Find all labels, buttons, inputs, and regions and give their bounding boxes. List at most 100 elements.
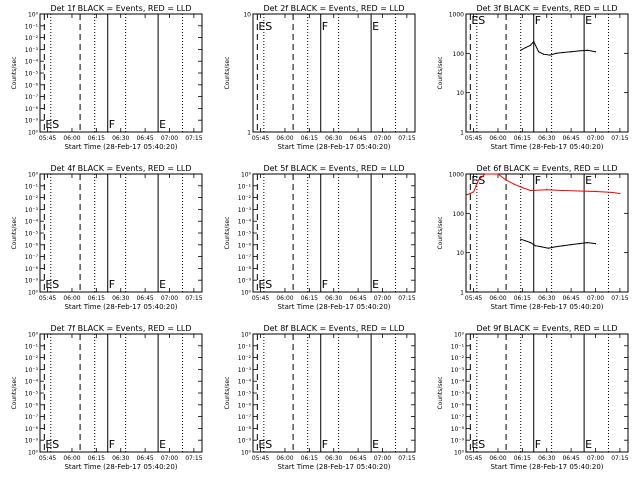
y-tick-label: 10⁻⁹: [451, 438, 465, 445]
x-tick-label: 07:15: [611, 295, 628, 302]
x-tick-label: 06:45: [349, 135, 366, 142]
data-point: [542, 53, 545, 55]
y-tick-label: 10⁰: [28, 290, 39, 297]
data-point: [466, 193, 468, 196]
data-point: [578, 50, 580, 52]
x-tick-label: 06:15: [514, 295, 531, 302]
x-tick-label: 05:45: [252, 455, 269, 462]
panel-det-3f: Det 3f BLACK = Events, RED = LLD Counts/s…: [437, 4, 629, 151]
x-tick-label: 07:15: [185, 135, 202, 142]
y-tick-label: 10⁻²: [25, 35, 39, 42]
x-tick-label: 06:30: [112, 135, 129, 142]
data-point: [538, 51, 540, 53]
x-tick-label: 07:00: [161, 135, 178, 142]
x-tick-label: 06:00: [489, 135, 506, 142]
x-tick-label: 06:15: [301, 135, 318, 142]
y-tick-label: 1: [460, 290, 464, 297]
y-tick-label: 10⁻⁵: [25, 231, 39, 238]
x-tick-label: 06:15: [514, 455, 531, 462]
x-tick-label: 07:15: [185, 455, 202, 462]
data-point: [472, 191, 475, 193]
x-tick-label: 06:30: [538, 295, 555, 302]
x-tick-label: 07:15: [398, 295, 415, 302]
y-tick-label: 10⁻²: [25, 195, 39, 202]
y-tick-label: 10: [456, 90, 464, 97]
marker-label-e: E: [159, 118, 166, 131]
x-tick-label: 06:15: [514, 135, 531, 142]
y-tick-label: 10⁻⁹: [238, 438, 252, 445]
y-tick-label: 10⁻⁶: [25, 82, 39, 89]
marker-label-f: F: [322, 438, 328, 451]
panel-det-8f: Det 8f BLACK = Events, RED = LLD Counts/s…: [224, 324, 416, 471]
x-tick-label: 06:45: [136, 455, 153, 462]
y-tick-label: 10⁻¹: [25, 23, 39, 30]
x-tick-label: 06:15: [88, 455, 105, 462]
panel-title: Det 8f BLACK = Events, RED = LLD: [263, 324, 404, 333]
x-tick-label: 06:30: [538, 455, 555, 462]
y-tick-label: 10⁻¹: [451, 343, 465, 350]
y-tick-label: 10⁻²: [238, 355, 252, 362]
y-tick-label: 10⁻⁵: [25, 71, 39, 78]
y-tick-label: 100: [453, 51, 465, 58]
marker-label-es: ES: [258, 438, 272, 451]
x-tick-label: 06:00: [276, 135, 293, 142]
data-point: [554, 246, 556, 248]
x-axis-label: Start Time (28-Feb-17 05:40:20): [490, 143, 603, 151]
y-tick-label: 10⁻⁴: [25, 59, 39, 66]
panel-title: Det 1f BLACK = Events, RED = LLD: [50, 4, 191, 13]
data-point: [570, 244, 572, 246]
marker-label-f: F: [109, 118, 115, 131]
x-axis-label: Start Time (28-Feb-17 05:40:20): [64, 303, 177, 311]
y-axis-label: Counts/sec: [224, 216, 231, 249]
y-tick-label: 10⁻⁸: [238, 266, 252, 273]
x-axis-label: Start Time (28-Feb-17 05:40:20): [277, 463, 390, 471]
data-point: [570, 51, 572, 53]
y-tick-label: 10⁻⁶: [238, 242, 252, 249]
x-tick-label: 06:15: [88, 295, 105, 302]
y-tick-label: 10⁻⁸: [25, 266, 39, 273]
y-tick-label: 10⁻¹: [238, 343, 252, 350]
x-tick-label: 05:45: [252, 295, 269, 302]
panel-det-7f: Det 7f BLACK = Events, RED = LLD Counts/s…: [11, 324, 203, 471]
plot-frame: [39, 333, 203, 453]
data-point: [594, 51, 597, 53]
y-tick-label: 10⁻²: [25, 355, 39, 362]
x-tick-label: 06:45: [562, 135, 579, 142]
panel-det-5f: Det 5f BLACK = Events, RED = LLD Counts/s…: [224, 164, 416, 311]
series-line-black: [520, 238, 596, 249]
y-tick-label: 10⁻⁷: [451, 414, 465, 421]
marker-label-f: F: [535, 174, 541, 187]
x-tick-label: 07:00: [374, 295, 391, 302]
y-tick-label: 10⁻⁴: [238, 379, 252, 386]
x-tick-label: 05:45: [39, 455, 56, 462]
x-tick-label: 07:15: [611, 135, 628, 142]
x-axis-label: Start Time (28-Feb-17 05:40:20): [277, 143, 390, 151]
data-point: [469, 192, 471, 195]
y-tick-label: 10: [456, 250, 464, 257]
y-tick-label: 10⁻³: [25, 367, 39, 374]
x-tick-label: 06:45: [562, 455, 579, 462]
marker-label-e: E: [585, 438, 592, 451]
x-tick-label: 05:45: [252, 135, 269, 142]
marker-label-es: ES: [471, 438, 485, 451]
x-tick-label: 07:00: [587, 135, 604, 142]
panel-title: Det 2f BLACK = Events, RED = LLD: [263, 4, 404, 13]
data-point: [497, 173, 499, 175]
marker-label-e: E: [372, 278, 379, 291]
marker-label-e: E: [585, 174, 592, 187]
marker-label-e: E: [372, 438, 379, 451]
data-point: [494, 173, 496, 175]
y-tick-label: 10⁻²: [451, 355, 465, 362]
panel-det-2f: Det 2f BLACK = Events, RED = LLD Counts/s…: [224, 4, 416, 151]
data-point: [594, 190, 597, 193]
y-tick-label: 10⁰: [241, 172, 252, 179]
x-tick-label: 06:00: [63, 135, 80, 142]
x-tick-label: 06:45: [349, 295, 366, 302]
y-tick-label: 10⁻⁸: [25, 426, 39, 433]
y-axis-label: Counts/sec: [11, 216, 18, 249]
data-point: [505, 179, 507, 181]
panel-title: Det 4f BLACK = Events, RED = LLD: [50, 164, 191, 173]
marker-label-e: E: [585, 14, 592, 27]
y-tick-label: 10⁻⁴: [25, 379, 39, 386]
y-tick-label: 10⁰: [454, 450, 465, 457]
